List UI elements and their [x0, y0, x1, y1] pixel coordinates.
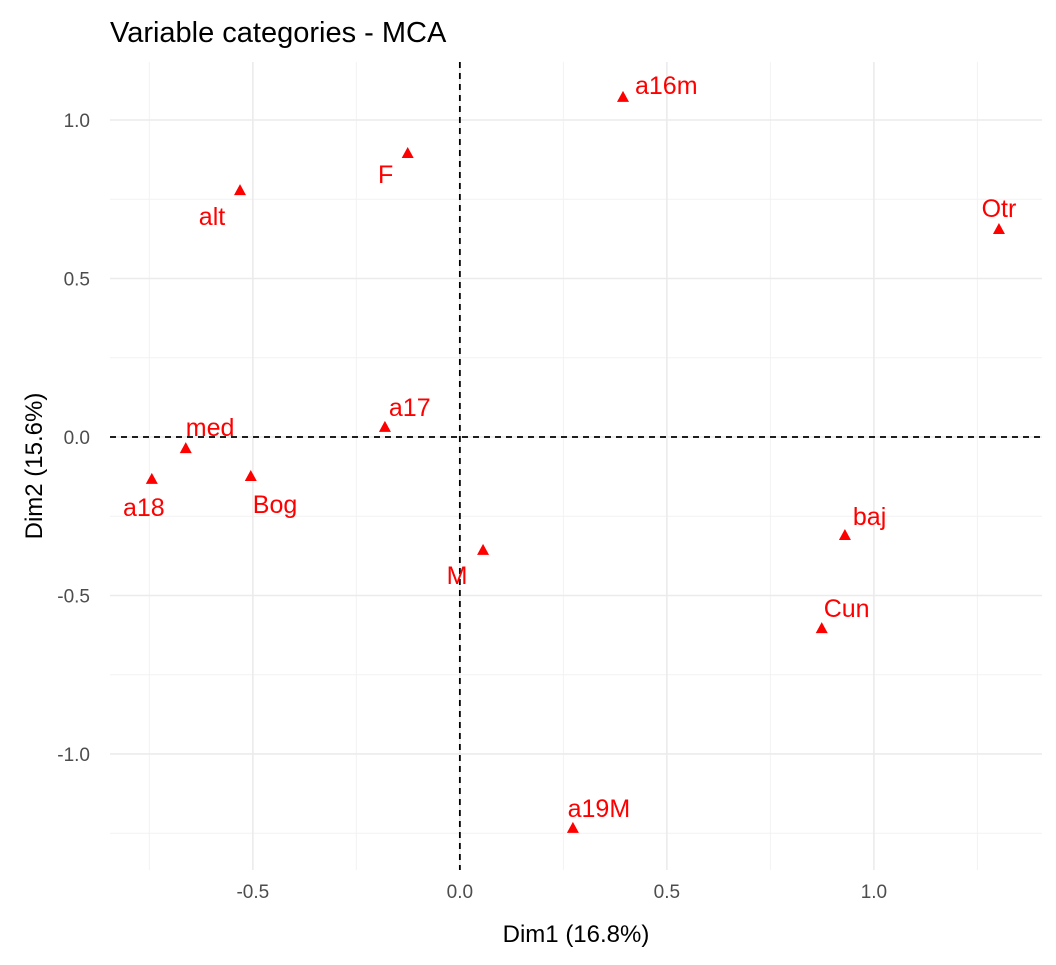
point-alt: [234, 184, 247, 196]
point-Cun: [815, 622, 828, 634]
point-a17: [378, 420, 391, 432]
point-label-alt: alt: [199, 203, 225, 231]
x-tick-label: -0.5: [236, 882, 269, 903]
point-med: [179, 442, 192, 454]
point-label-a17: a17: [389, 394, 431, 422]
point-label-med: med: [186, 414, 235, 442]
y-tick-label: -0.5: [57, 586, 90, 607]
point-Bog: [244, 469, 257, 481]
point-label-Bog: Bog: [253, 491, 297, 519]
point-label-F: F: [378, 161, 393, 189]
point-label-Otr: Otr: [982, 195, 1017, 223]
point-label-M: M: [447, 562, 468, 590]
x-tick-label: 0.0: [447, 882, 473, 903]
point-label-Cun: Cun: [824, 595, 870, 623]
chart-title: Variable categories - MCA: [110, 17, 447, 49]
x-axis-label: Dim1 (16.8%): [503, 921, 650, 948]
point-Otr: [992, 223, 1005, 235]
x-tick-label: 0.5: [654, 882, 680, 903]
y-tick-label: 0.5: [64, 270, 90, 291]
point-label-a18: a18: [123, 494, 165, 522]
y-tick-label: 0.0: [64, 428, 90, 449]
x-tick-label: 1.0: [861, 882, 887, 903]
y-axis-label: Dim2 (15.6%): [21, 393, 48, 540]
point-a18: [145, 472, 158, 484]
y-tick-label: -1.0: [57, 745, 90, 766]
point-label-baj: baj: [853, 503, 886, 531]
point-label-a19M: a19M: [568, 795, 631, 823]
point-a19M: [566, 821, 579, 833]
point-F: [401, 146, 414, 158]
point-baj: [838, 528, 851, 540]
y-tick-label: 1.0: [64, 111, 90, 132]
point-a16m: [616, 90, 629, 102]
point-M: [477, 543, 490, 555]
point-label-a16m: a16m: [635, 72, 698, 100]
